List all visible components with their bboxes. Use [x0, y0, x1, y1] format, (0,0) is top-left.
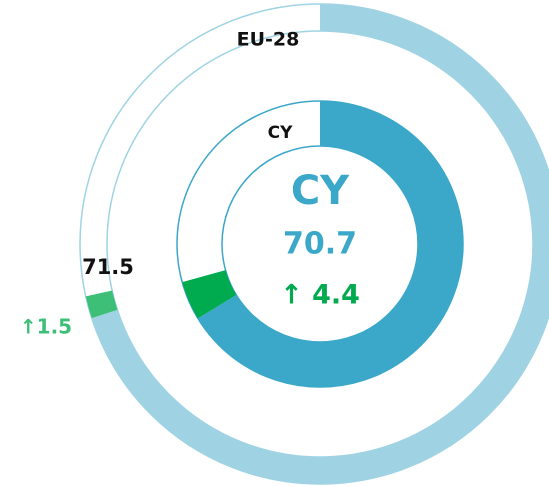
change-segment	[85, 290, 118, 319]
value-label: 70.7	[283, 227, 357, 262]
ring-label: EU-28	[237, 29, 300, 51]
change-label: ↑1.5	[20, 315, 72, 339]
value-label: 71.5	[82, 255, 134, 279]
ring-segment	[197, 101, 464, 387]
center-label: CY	[291, 168, 350, 214]
ring-label: CY	[268, 123, 293, 143]
change-label: ↑ 4.4	[280, 280, 360, 311]
change-segment	[182, 270, 237, 319]
